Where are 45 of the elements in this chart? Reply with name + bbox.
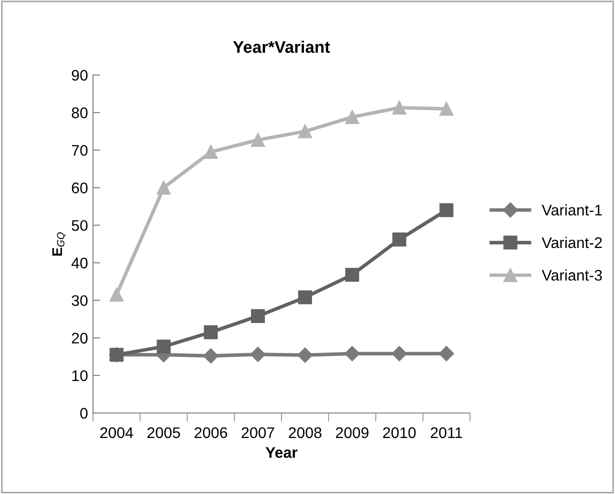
chart-title: Year*Variant [233, 40, 330, 53]
legend-label: Variant-1 [542, 204, 602, 216]
point [156, 340, 171, 354]
x-tick-label: 2009 [336, 427, 368, 438]
point [297, 348, 313, 363]
y-tick-label: 90 [72, 70, 88, 81]
x-tick-label: 2004 [100, 427, 134, 438]
point [204, 145, 218, 159]
point [439, 102, 454, 116]
legend-label: Variant-3 [542, 269, 602, 281]
y-tick-label: 30 [72, 295, 88, 306]
point [250, 346, 266, 362]
point [204, 325, 218, 340]
point [439, 203, 454, 218]
point [344, 346, 360, 362]
point [203, 348, 218, 364]
x-axis-title: Year [266, 447, 298, 458]
point [345, 268, 360, 282]
point [250, 133, 265, 147]
point [156, 180, 171, 195]
legend-label: Variant-2 [542, 236, 602, 248]
point [392, 100, 406, 115]
y-tick-label: 10 [72, 370, 88, 382]
y-tick-label: 60 [72, 182, 88, 194]
x-tick-label: 2008 [288, 427, 322, 438]
point [345, 110, 360, 124]
y-axis-title: E$_{GQ}$ [52, 232, 66, 256]
x-tick-label: 2010 [383, 427, 416, 438]
point [438, 346, 454, 362]
y-tick-label: 50 [72, 220, 88, 231]
point [392, 346, 407, 362]
x-tick-label: 2007 [242, 427, 274, 438]
y-tick-label: 40 [72, 258, 88, 268]
y-tick-label: 70 [72, 144, 88, 156]
point [250, 309, 265, 324]
y-tick-label: 20 [72, 332, 88, 344]
x-tick-label: 2011 [430, 427, 462, 438]
x-tick-label: 2006 [194, 427, 228, 438]
point [298, 124, 312, 138]
y-tick-label: 80 [72, 107, 88, 118]
point [110, 288, 124, 302]
point [298, 290, 312, 304]
point [392, 232, 406, 246]
y-tick-label: 0 [80, 408, 88, 419]
x-tick-label: 2005 [147, 427, 180, 438]
